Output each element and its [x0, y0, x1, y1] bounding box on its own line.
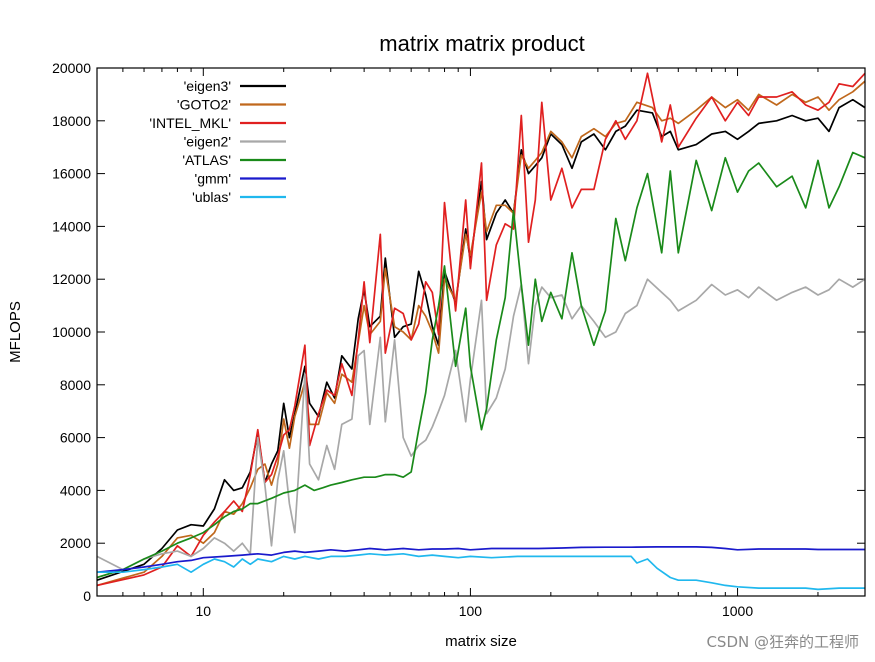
y-tick-label: 10000 — [52, 324, 91, 340]
x-tick-label: 10 — [196, 603, 212, 619]
legend-label: 'eigen2' — [184, 134, 231, 150]
plot-frame — [96, 67, 866, 597]
y-tick-label: 0 — [83, 588, 91, 604]
chart-title: matrix matrix product — [379, 31, 584, 56]
series-line-gmm — [96, 546, 865, 574]
x-tick-label: 1000 — [722, 603, 753, 619]
x-axis-label: matrix size — [445, 633, 517, 650]
y-tick-label: 6000 — [60, 430, 91, 446]
y-axis-label: MFLOPS — [7, 301, 24, 363]
series-line-ublas — [97, 552, 865, 591]
legend-label: 'INTEL_MKL' — [149, 115, 231, 131]
y-tick-label: 12000 — [52, 271, 91, 287]
y-tick-label: 2000 — [60, 535, 91, 551]
y-tick-label: 8000 — [60, 377, 91, 393]
legend-label: 'ublas' — [192, 189, 231, 205]
chart-legend: 'eigen3' 'GOTO2' 'INTEL_MKL' 'eigen2' 'ATLAS… — [149, 78, 286, 205]
watermark-text: CSDN @狂奔的工程师 — [706, 633, 859, 651]
y-tick-label: 20000 — [52, 60, 91, 76]
y-tick-label: 14000 — [52, 218, 91, 234]
legend-label: 'gmm' — [195, 171, 231, 187]
series-line-intelmkl — [96, 72, 866, 587]
y-tick-label: 4000 — [60, 482, 91, 498]
chart-ticks: 0 2000 4000 6000 8000 10000 12000 14000 16000 180… — [52, 60, 866, 619]
legend-label: 'ATLAS' — [182, 152, 231, 168]
series-line-eigen2 — [96, 278, 866, 571]
y-tick-label: 18000 — [52, 113, 91, 129]
legend-label: 'eigen3' — [184, 78, 231, 94]
x-tick-label: 100 — [459, 603, 483, 619]
series-line-atlas — [96, 151, 866, 579]
legend-label: 'GOTO2' — [177, 97, 231, 113]
chart-series-group — [96, 72, 866, 591]
y-tick-label: 16000 — [52, 166, 91, 182]
